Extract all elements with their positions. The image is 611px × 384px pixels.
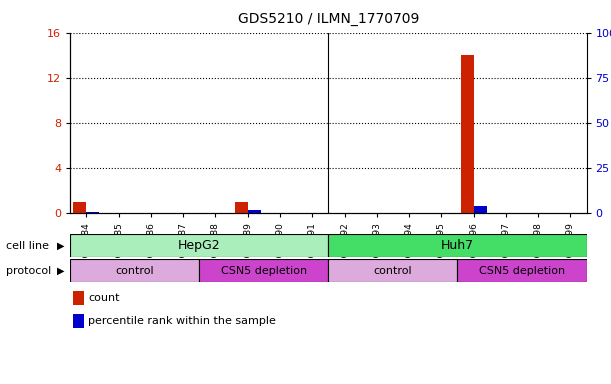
Text: CSN5 depletion: CSN5 depletion bbox=[479, 266, 565, 276]
Bar bbox=[458, 259, 587, 282]
Text: ▶: ▶ bbox=[57, 241, 64, 251]
Bar bbox=[329, 234, 587, 257]
Bar bbox=[247, 210, 261, 213]
Text: ▶: ▶ bbox=[57, 266, 64, 276]
Text: count: count bbox=[89, 293, 120, 303]
Bar bbox=[199, 259, 329, 282]
Bar bbox=[70, 234, 329, 257]
Text: control: control bbox=[115, 266, 154, 276]
Bar bbox=[329, 259, 458, 282]
Bar bbox=[73, 314, 84, 328]
Text: control: control bbox=[374, 266, 412, 276]
Text: cell line: cell line bbox=[6, 241, 49, 251]
Bar bbox=[461, 55, 474, 213]
Bar bbox=[474, 206, 486, 213]
Text: GDS5210 / ILMN_1770709: GDS5210 / ILMN_1770709 bbox=[238, 12, 419, 25]
Text: Huh7: Huh7 bbox=[441, 239, 474, 252]
Text: CSN5 depletion: CSN5 depletion bbox=[221, 266, 307, 276]
Bar bbox=[235, 202, 247, 213]
Text: protocol: protocol bbox=[6, 266, 51, 276]
Text: percentile rank within the sample: percentile rank within the sample bbox=[89, 316, 276, 326]
Bar bbox=[73, 291, 84, 305]
Bar bbox=[73, 202, 86, 213]
Bar bbox=[86, 212, 100, 213]
Bar bbox=[70, 259, 199, 282]
Text: HepG2: HepG2 bbox=[178, 239, 221, 252]
